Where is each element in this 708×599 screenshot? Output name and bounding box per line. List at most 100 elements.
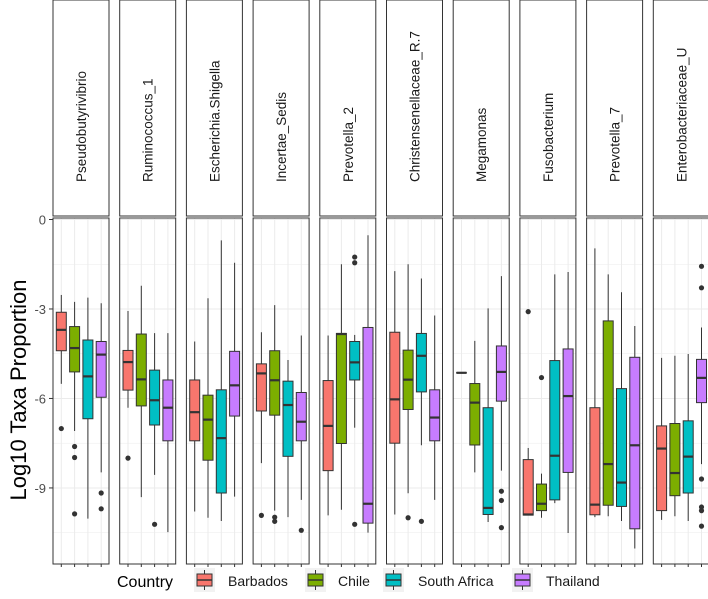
box-body [697, 359, 707, 402]
box-body [83, 340, 93, 419]
facet-panels: Pseudobutyrivibrio Ruminococcus_1 Escheric… [53, 0, 708, 567]
outlier-point [72, 444, 77, 449]
facet-panel: Fusobacterium [520, 0, 576, 567]
legend-label-barbados: Barbados [228, 573, 288, 589]
facet-panel: Christensenellaceae_R.7 [387, 0, 443, 567]
box-body [123, 350, 133, 390]
box-body [563, 349, 573, 472]
facet-panel: Ruminococcus_1 [120, 0, 176, 567]
y-tick-label: -9 [34, 481, 46, 496]
outlier-point [499, 489, 504, 494]
facet-strip-label: Prevotella_7 [608, 107, 623, 182]
box-body [657, 426, 667, 511]
box-body [523, 460, 533, 515]
box-body [256, 364, 266, 411]
outlier-point [419, 519, 424, 524]
box-body [483, 408, 493, 515]
box-body [230, 351, 240, 416]
box-body [617, 389, 627, 507]
facet-panel: Megamonas [453, 0, 509, 567]
box-body [336, 333, 346, 443]
legend-key [194, 568, 215, 592]
box-body [70, 327, 80, 372]
outlier-point [59, 426, 64, 431]
legend-label-thailand: Thailand [546, 573, 600, 589]
outlier-point [99, 490, 104, 495]
box-body [96, 341, 106, 397]
y-tick-label: -3 [34, 302, 46, 317]
box-body [430, 390, 440, 441]
box-body [163, 380, 173, 441]
outlier-point [499, 525, 504, 530]
outlier-point [699, 285, 704, 290]
outlier-point [699, 524, 704, 529]
y-axis-ticks: 0 -3 -6 -9 [34, 212, 53, 495]
outlier-point [499, 498, 504, 503]
box-body [56, 312, 66, 350]
box-body [150, 370, 160, 425]
facet-panel: Prevotella_2 [320, 0, 376, 567]
box-body [670, 424, 680, 496]
box-body [537, 484, 547, 511]
outlier-point [259, 513, 264, 518]
outlier-point [406, 515, 411, 520]
outlier-point [352, 260, 357, 265]
outlier-point [99, 506, 104, 511]
box-body [296, 392, 306, 440]
y-tick-label: 0 [39, 212, 46, 227]
legend-key [383, 568, 404, 592]
facet-panel: Pseudobutyrivibrio [53, 0, 109, 567]
legend-key [512, 568, 533, 592]
box-body [283, 381, 293, 456]
box-body [203, 395, 213, 460]
box-body [390, 332, 400, 443]
legend-title: Country [117, 574, 173, 591]
outlier-point [352, 522, 357, 527]
legend: Country Barbados Chile South Africa Thai… [117, 568, 600, 592]
facet-strip-label: Escherichia.Shigella [207, 60, 222, 182]
outlier-point [125, 456, 130, 461]
box-body [190, 380, 200, 441]
box-body [496, 346, 506, 401]
facet-strip-label: Pseudobutyrivibrio [74, 71, 89, 182]
facet-strip-label: Ruminococcus_1 [141, 78, 156, 182]
facet-panel: Prevotella_7 [587, 0, 643, 567]
facet-panel: Enterobacteriaceae_U [653, 0, 708, 567]
box-body [470, 384, 480, 445]
facet-strip-label: Enterobacteriaceae_U [674, 48, 689, 182]
facet-panel: Escherichia.Shigella [186, 0, 242, 567]
legend-key [305, 568, 326, 592]
outlier-point [539, 375, 544, 380]
box-thailand [630, 326, 640, 549]
y-axis-label: Log10 Taxa Proportion [6, 280, 31, 501]
box-body [590, 408, 600, 515]
outlier-point [699, 508, 704, 513]
outlier-point [299, 528, 304, 533]
box-body [630, 357, 640, 529]
box-body [136, 334, 146, 406]
legend-label-chile: Chile [338, 573, 370, 589]
facet-strip-label: Megamonas [474, 107, 489, 182]
y-tick-label: -6 [34, 391, 46, 406]
box-body [603, 321, 613, 505]
facet-strip-label: Fusobacterium [541, 93, 556, 182]
outlier-point [526, 309, 531, 314]
box-body [270, 351, 280, 415]
outlier-point [72, 511, 77, 516]
facet-strip-label: Christensenellaceae_R.7 [408, 31, 423, 182]
legend-label-south-africa: South Africa [418, 573, 494, 589]
box-body [216, 390, 226, 493]
facet-strip-label: Prevotella_2 [341, 107, 356, 182]
box-body [416, 333, 426, 391]
outlier-point [699, 476, 704, 481]
box-body [363, 327, 373, 523]
outlier-point [152, 522, 157, 527]
outlier-point [352, 254, 357, 259]
box-body [350, 341, 360, 379]
outlier-point [699, 264, 704, 269]
facet-panel: Incertae_Sedis [253, 0, 309, 567]
outlier-point [72, 455, 77, 460]
box-body [550, 361, 560, 500]
outlier-point [272, 519, 277, 524]
